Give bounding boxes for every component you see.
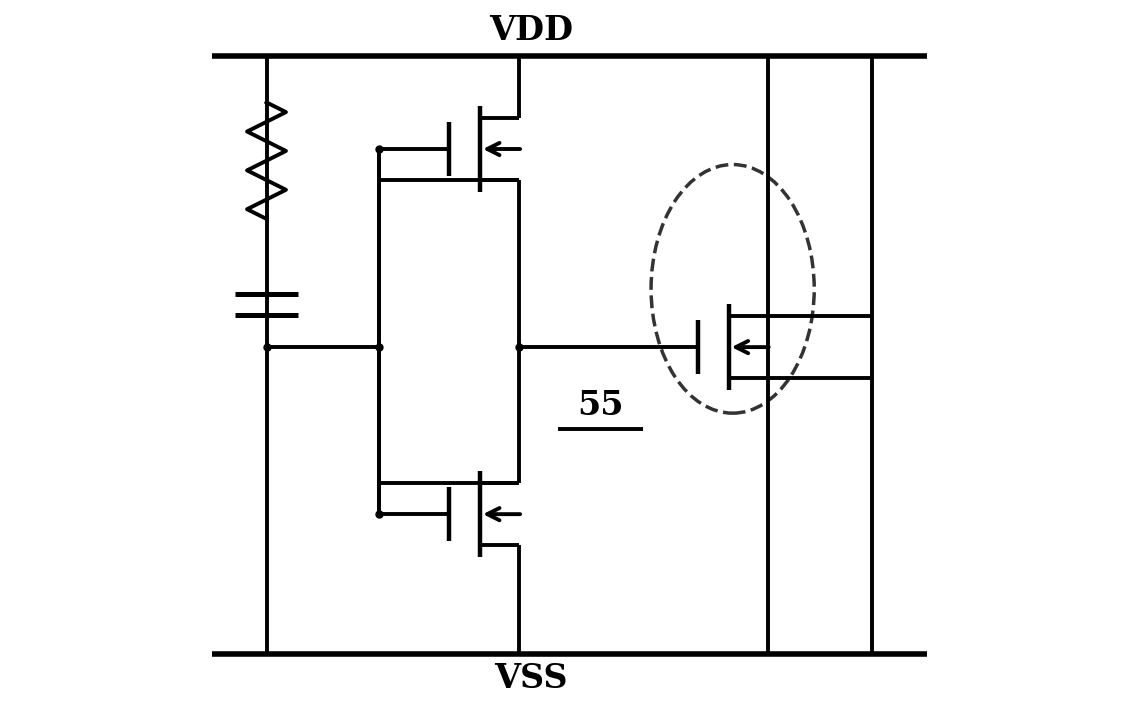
Text: VSS: VSS (494, 663, 567, 696)
Text: 55: 55 (577, 389, 624, 422)
Text: VDD: VDD (489, 15, 573, 48)
